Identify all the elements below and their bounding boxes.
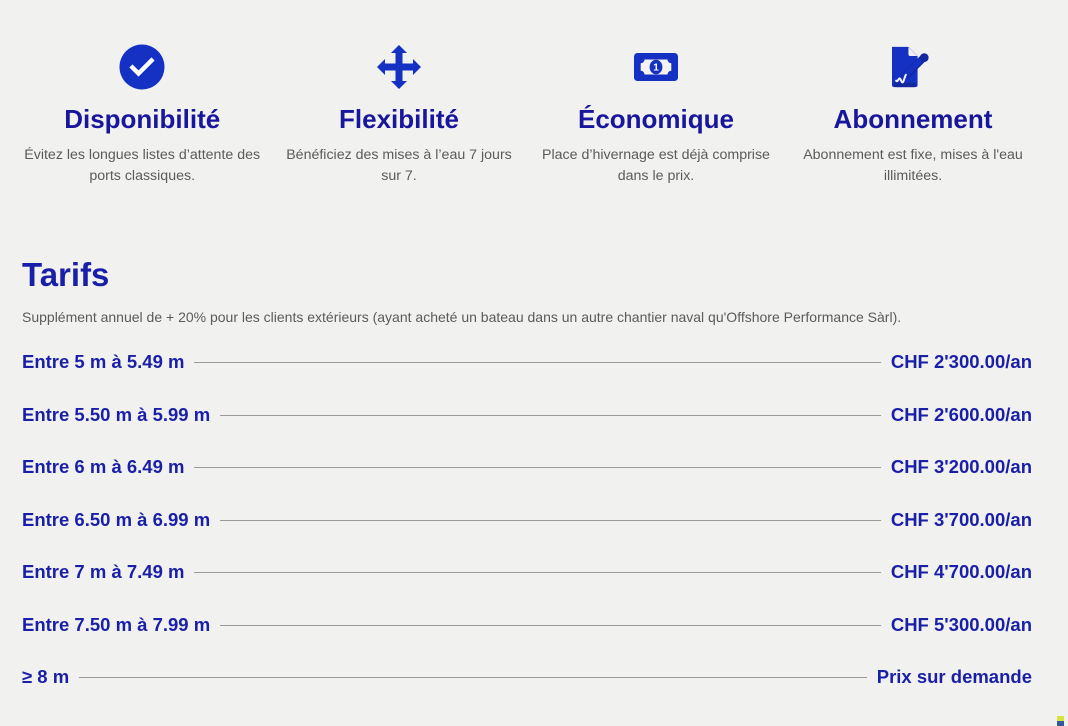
svg-text:1: 1 — [653, 63, 659, 74]
